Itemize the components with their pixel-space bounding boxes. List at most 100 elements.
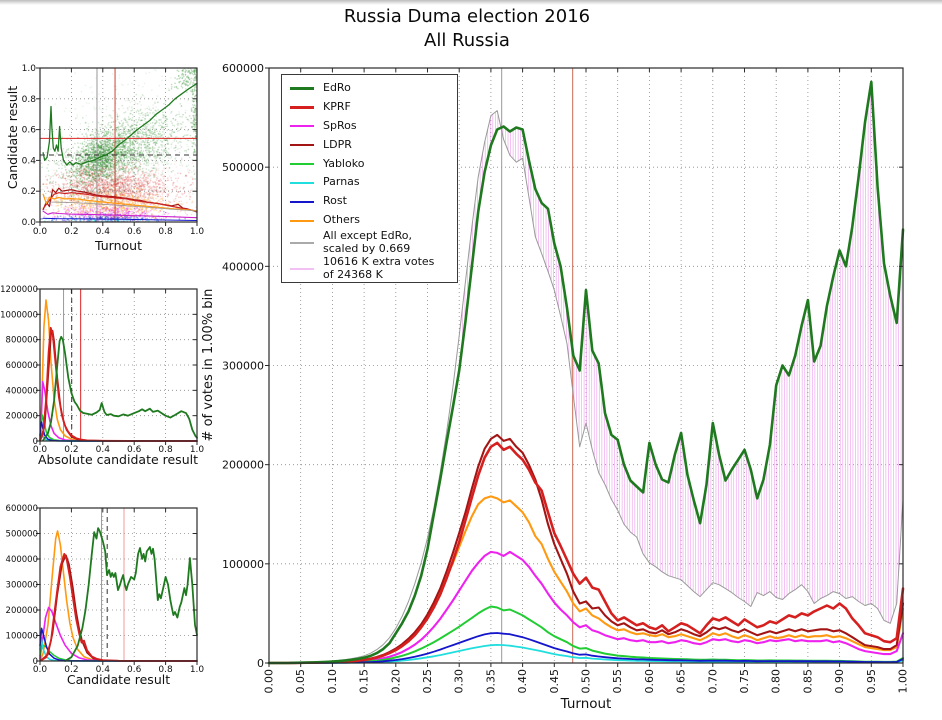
main-x-tick-label: 0.90 [833,669,846,694]
trend-mean-others [47,201,198,212]
series-KPRF [39,553,198,662]
res-x-tick-label: 0.8 [158,665,173,675]
legend-item: Yabloko [282,155,457,174]
abs-x-tick-label: 0.0 [33,445,48,455]
res-y-tick-label: 600000 [6,504,38,514]
trend-SpRos [42,210,198,219]
legend-item-label: LDPR [323,137,352,151]
abs-x-axis-label: Absolute candidate result [38,452,198,467]
series-Rost [39,627,198,662]
legend-swatch-line [290,125,314,128]
main-x-tick-label: 0.55 [611,669,624,694]
main-x-tick-label: 0.25 [421,669,434,694]
scatter-x-tick-label: 0.4 [96,227,111,237]
res-x-tick-label: 0.4 [96,665,111,675]
abs-y-tick-label: 800000 [6,336,38,346]
abs-y-tick-label: 600000 [6,361,38,371]
abs-x-tick-label: 0.6 [127,445,142,455]
main-x-tick-label: 0.05 [294,669,307,694]
legend-item-label: KPRF [323,99,351,113]
legend-swatch-line [290,162,314,166]
main-x-tick-label: 0.20 [389,669,402,694]
chart-title-line1: Russia Duma election 2016 [343,6,591,27]
abs-y-tick-label: 200000 [6,412,38,422]
legend-item: 10616 K extra votes of 24368 K [282,255,457,282]
main-x-tick-label: 0.10 [326,669,339,694]
main-x-tick-label: 0.35 [484,669,497,694]
series-All-except-EdRo-scaled-by-0-669 [268,110,904,664]
abs-y-tick-label: 0 [33,437,38,447]
main-x-tick-label: 0.85 [801,669,814,694]
main-y-tick-label: 100000 [222,558,264,571]
abs-y-tick-label: 1000000 [0,310,38,320]
series-EdRo [267,80,905,665]
scatter-x-tick-label: 0.8 [158,227,173,237]
res-y-tick-label: 400000 [6,555,38,565]
main-y-tick-label: 200000 [222,459,264,472]
main-y-tick-label: 400000 [222,260,264,273]
main-x-tick-label: 0.80 [770,669,783,694]
series-EdRo [64,527,198,662]
series-Rost [268,632,904,664]
legend-item: SpRos [282,117,457,136]
legend-item-label: SpRos [323,118,357,132]
res-x-tick-label: 1.0 [190,665,205,675]
legend-swatch-line [290,87,314,90]
scatter-y-tick-label: 0.0 [22,218,37,228]
legend-swatch-line [290,242,314,244]
legend-swatch-line [290,144,314,147]
series-KPRF [267,441,905,665]
chart-title-line2: All Russia [424,30,510,51]
scatter-y-axis-label: Candidate result [5,85,20,190]
res-x-tick-label: 0.2 [64,665,78,675]
legend-item-label: Parnas [323,175,360,189]
abs-y-tick-label: 1200000 [0,285,38,295]
main-y-tick-label: 600000 [222,62,264,75]
legend-swatch-line [290,106,314,109]
legend-item: Rost [282,192,457,211]
main-x-tick-label: 0.95 [865,669,878,694]
legend-item: Parnas [282,173,457,192]
legend-item: EdRo [282,79,457,98]
legend-item-label: 10616 K extra votes of 24368 K [323,255,435,282]
main-y-tick-label: 500000 [222,161,264,174]
res-x-tick-label: 0.6 [127,665,142,675]
legend-item-label: Others [323,213,360,227]
scatter-y-tick-label: 0.8 [22,95,37,105]
legend-swatch-line [290,219,314,222]
legend-item-label: Yabloko [323,156,365,170]
abs-x-tick-label: 1.0 [190,445,205,455]
legend-item: LDPR [282,136,457,155]
abs-x-tick-label: 0.8 [158,445,173,455]
main-x-tick-label: 0.00 [263,669,276,694]
abs-x-tick-label: 0.2 [64,445,78,455]
scatter-x-tick-label: 0.2 [64,227,78,237]
series-EdRo [42,335,198,442]
res-plot-frame [39,507,198,662]
res-y-tick-label: 500000 [6,530,38,540]
main-x-tick-label: 0.70 [706,669,719,694]
scatter-x-tick-label: 0.0 [33,227,48,237]
main-x-tick-label: 0.30 [453,669,466,694]
main-x-tick-label: 0.50 [580,669,593,694]
legend-item-label: EdRo [323,80,351,94]
res-x-axis-label: Candidate result [66,672,171,687]
res-y-tick-label: 100000 [6,632,38,642]
trend-EdRo [42,82,198,166]
trend-KPRF [44,192,198,212]
legend-swatch-line [290,200,314,203]
main-y-tick-label: 0 [257,657,264,670]
series-SpRos [267,550,905,665]
abs-y-tick-label: 400000 [6,386,38,396]
main-x-tick-label: 0.65 [675,669,688,694]
main-x-tick-label: 0.75 [738,669,751,694]
main-x-tick-label: 1.00 [897,669,910,694]
scatter-x-axis-label: Turnout [95,238,142,253]
scatter-y-tick-label: 0.4 [22,156,37,166]
scatter-y-tick-label: 0.2 [22,187,36,197]
legend-swatch-line [290,181,314,184]
legend: EdRo KPRF SpRos LDPR Yabloko Parnas Rost Others… [281,74,458,283]
main-x-tick-label: 0.45 [548,669,561,694]
legend-item-label: Rost [323,194,347,208]
